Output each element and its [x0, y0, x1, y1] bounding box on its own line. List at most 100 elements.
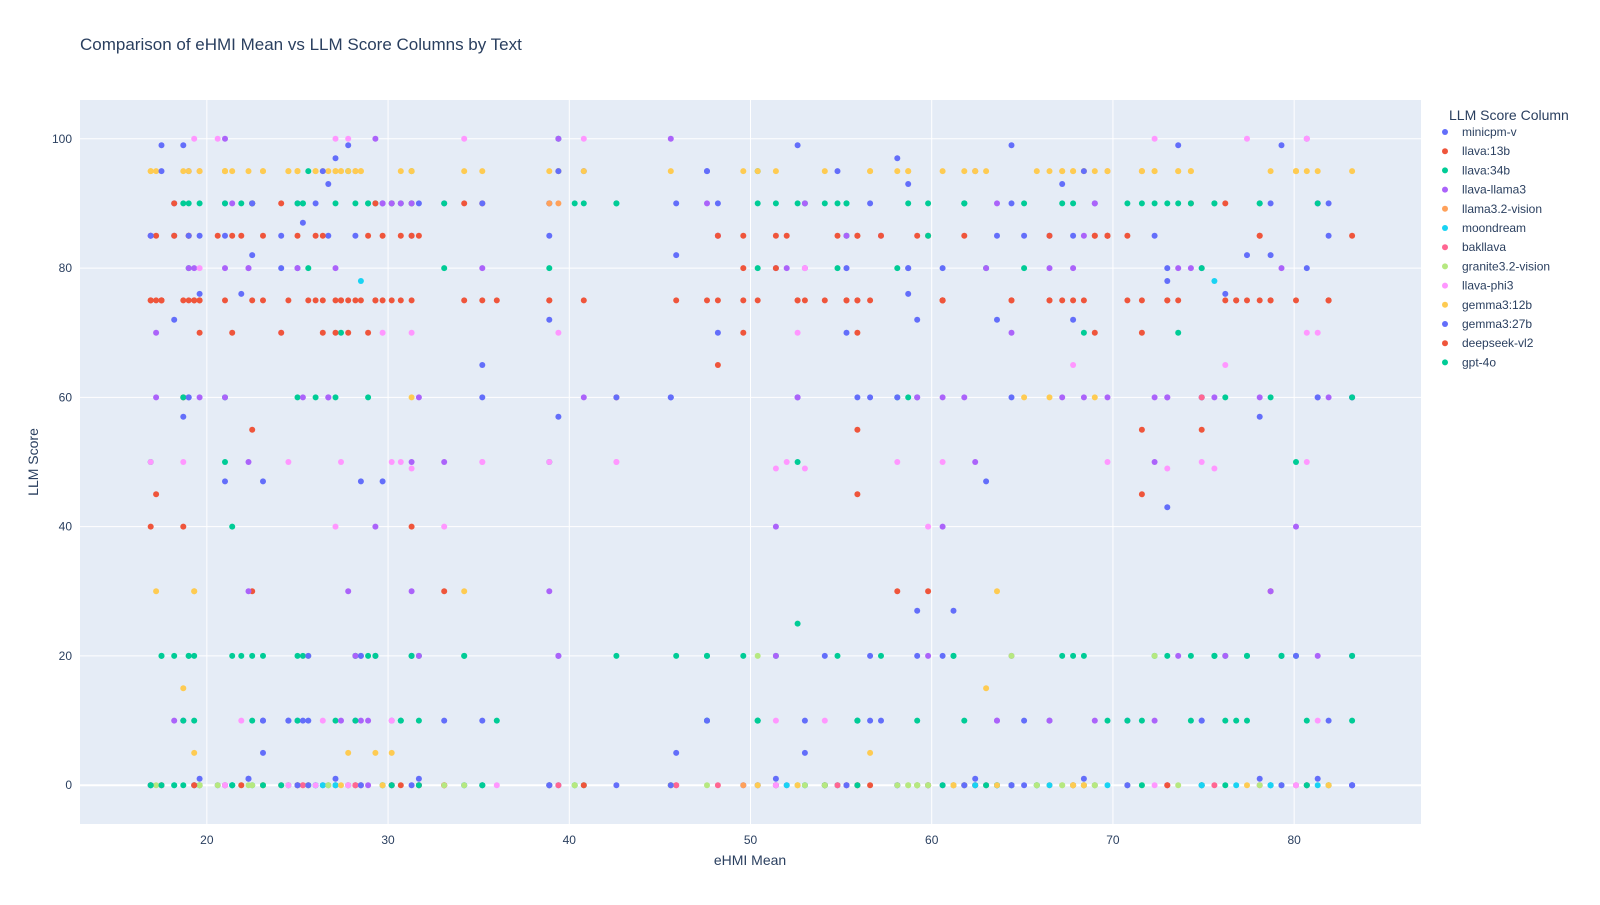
data-point — [754, 200, 761, 207]
legend-item-label[interactable]: bakllava — [1462, 240, 1506, 254]
legend-marker[interactable] — [1442, 282, 1448, 289]
data-point — [222, 478, 228, 485]
data-point — [961, 782, 968, 789]
legend-marker[interactable] — [1442, 359, 1448, 366]
data-point — [357, 717, 364, 724]
legend-item-label[interactable]: gpt-4o — [1462, 355, 1496, 369]
data-point — [345, 588, 352, 595]
data-point — [158, 168, 165, 175]
legend-item-label[interactable]: gemma3:27b — [1462, 317, 1532, 331]
legend-item-label[interactable]: llama3.2-vision — [1462, 202, 1542, 216]
data-point — [772, 168, 779, 175]
data-point — [740, 168, 747, 175]
legend-marker[interactable] — [1442, 225, 1448, 231]
legend-marker[interactable] — [1442, 148, 1448, 155]
data-point — [245, 459, 252, 465]
data-point — [153, 588, 160, 595]
data-point — [754, 265, 761, 272]
data-point — [801, 749, 808, 756]
data-point — [171, 717, 178, 724]
data-point — [397, 232, 404, 239]
legend-marker[interactable] — [1442, 263, 1448, 270]
data-point — [1059, 394, 1066, 401]
legend-item-label[interactable]: gemma3:12b — [1462, 298, 1532, 312]
data-point — [714, 297, 721, 304]
data-point — [994, 588, 1000, 595]
data-point — [714, 200, 721, 207]
data-point — [397, 782, 404, 789]
data-point — [854, 491, 861, 498]
legend-marker[interactable] — [1442, 340, 1448, 347]
data-point — [238, 782, 245, 789]
legend-item-label[interactable]: llava-llama3 — [1462, 183, 1526, 197]
data-point — [305, 782, 312, 789]
data-point — [312, 232, 319, 239]
data-point — [147, 523, 154, 530]
data-point — [479, 265, 486, 272]
data-point — [229, 782, 236, 789]
data-point — [667, 168, 674, 175]
data-point — [278, 782, 285, 789]
legend-marker[interactable] — [1442, 129, 1448, 135]
data-point — [1091, 232, 1098, 239]
data-point — [867, 297, 874, 304]
data-point — [801, 465, 808, 472]
data-point — [1008, 394, 1015, 401]
data-point — [772, 465, 779, 472]
data-point — [1303, 782, 1310, 789]
data-point — [229, 232, 236, 239]
legend-item-label[interactable]: moondream — [1462, 221, 1526, 235]
data-point — [312, 394, 319, 401]
data-point — [1124, 717, 1131, 724]
data-point — [821, 200, 828, 207]
data-point — [1222, 290, 1229, 297]
data-point — [357, 652, 364, 659]
data-point — [325, 168, 332, 175]
data-point — [312, 782, 319, 789]
legend-item-label[interactable]: llava:34b — [1462, 163, 1510, 177]
data-point — [894, 588, 901, 595]
data-point — [415, 394, 422, 401]
data-point — [1314, 782, 1321, 789]
data-point — [479, 297, 486, 304]
data-point — [294, 200, 301, 207]
legend-item-label[interactable]: llava-phi3 — [1462, 279, 1514, 293]
legend-item-label[interactable]: minicpm-v — [1462, 125, 1517, 139]
data-point — [1164, 394, 1171, 401]
data-point — [1059, 168, 1066, 175]
data-point — [408, 329, 415, 336]
data-point — [372, 523, 379, 530]
data-point — [821, 717, 828, 724]
legend-marker[interactable] — [1442, 244, 1448, 251]
data-point — [1175, 652, 1182, 659]
data-point — [1008, 142, 1015, 149]
data-point — [580, 168, 587, 175]
legend-item-label[interactable]: llava:13b — [1462, 144, 1510, 158]
legend-marker[interactable] — [1442, 205, 1448, 212]
legend-item-label[interactable]: deepseek-vl2 — [1462, 336, 1534, 350]
data-point — [1104, 394, 1111, 401]
legend-marker[interactable] — [1442, 167, 1448, 174]
data-point — [1124, 297, 1131, 304]
data-point — [180, 782, 187, 789]
data-point — [319, 232, 326, 239]
legend-marker[interactable] — [1442, 301, 1448, 308]
data-point — [214, 232, 221, 239]
legend-marker[interactable] — [1442, 186, 1448, 193]
data-point — [867, 394, 874, 401]
data-point — [994, 200, 1000, 207]
data-point — [1151, 394, 1158, 401]
data-point — [352, 232, 359, 239]
data-point — [245, 168, 252, 175]
data-point — [294, 265, 301, 272]
data-point — [1175, 329, 1182, 336]
data-point — [772, 652, 779, 659]
data-point — [1021, 200, 1028, 207]
data-point — [229, 200, 236, 207]
data-point — [357, 297, 364, 304]
legend-marker[interactable] — [1442, 321, 1448, 327]
legend-item-label[interactable]: granite3.2-vision — [1462, 259, 1550, 273]
data-point — [352, 200, 359, 207]
data-point — [191, 717, 198, 724]
data-point — [158, 652, 165, 659]
